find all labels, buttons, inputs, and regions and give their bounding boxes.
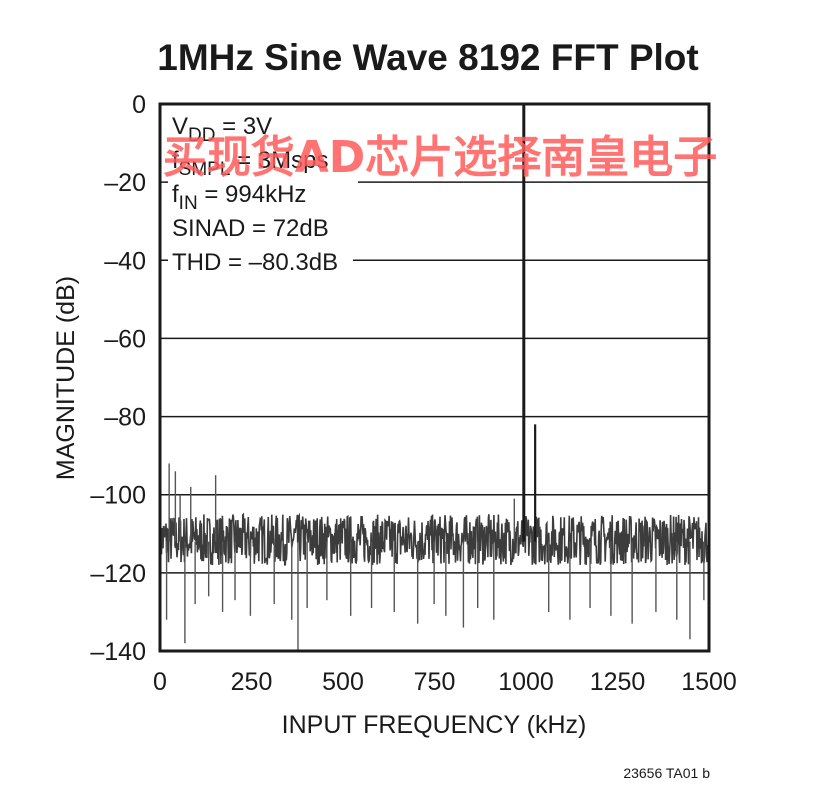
x-tick-label-5: 1250	[590, 668, 646, 696]
x-tick-label-1: 250	[231, 668, 273, 696]
annotation-line-2: fIN = 994kHz	[172, 181, 306, 214]
y-tick-label-4: –80	[104, 404, 146, 432]
annotation-line-3: SINAD = 72dB	[172, 215, 329, 242]
y-tick-label-1: –20	[104, 169, 146, 197]
y-tick-label-7: –140	[90, 638, 146, 666]
annotation-line-0: VDD = 3V	[172, 113, 272, 146]
annotation-bg-3	[168, 212, 353, 242]
annotation-line-1: fSMPL = 3Msps	[172, 147, 328, 180]
y-tick-label-0: 0	[132, 91, 146, 119]
y-tick-label-5: –100	[90, 482, 146, 510]
y-tick-label-2: –40	[104, 247, 146, 275]
x-tick-labels: 0 250 500 750 1000 1250 1500	[153, 668, 737, 696]
y-tick-labels: 0 –20 –40 –60 –80 –100 –120 –140	[90, 91, 146, 666]
x-tick-label-4: 1000	[498, 668, 554, 696]
y-tick-label-6: –120	[90, 560, 146, 588]
annotation-bg-0	[168, 110, 358, 140]
x-tick-label-3: 750	[414, 668, 456, 696]
y-axis-title: MAGNITUDE (dB)	[52, 276, 80, 480]
fft-spectrum-series	[159, 105, 710, 651]
annotation-bg-4	[168, 246, 353, 276]
plot-frame	[158, 102, 711, 653]
annotation-line-4: THD = –80.3dB	[172, 249, 338, 276]
figure-code: 23656 TA01 b	[623, 765, 710, 781]
annotation-bg-2	[168, 178, 358, 208]
y-tick-label-3: –60	[104, 325, 146, 353]
x-axis-title: INPUT FREQUENCY (kHz)	[282, 711, 587, 739]
x-tick-label-6: 1500	[681, 668, 737, 696]
x-tick-label-0: 0	[153, 668, 167, 696]
annotation-bg-1	[168, 144, 358, 174]
x-tick-label-2: 500	[322, 668, 364, 696]
chart-title: 1MHz Sine Wave 8192 FFT Plot	[157, 37, 698, 78]
noise-floor-trace	[159, 512, 710, 566]
watermark-text: 买现货AD芯片选择南皇电子	[163, 132, 718, 183]
